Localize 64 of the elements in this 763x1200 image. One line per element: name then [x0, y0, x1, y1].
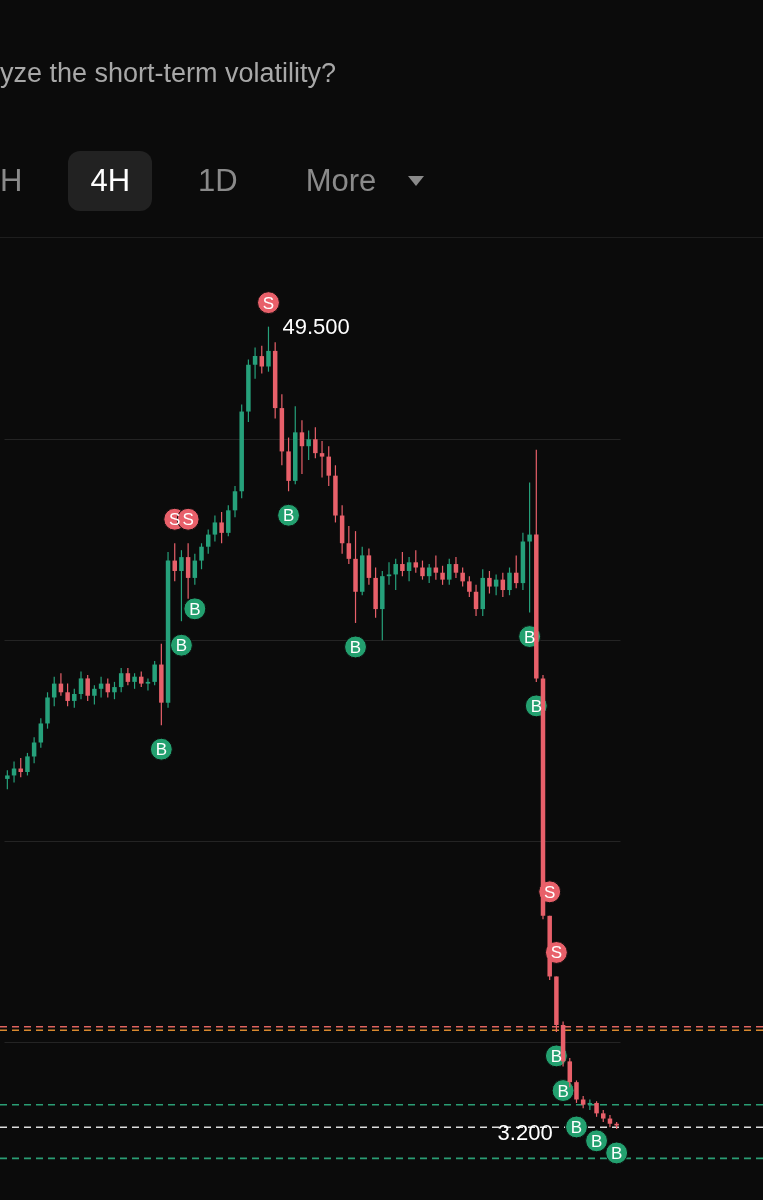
annotation: B: [189, 599, 201, 619]
candlestick: [252, 346, 258, 380]
candlestick: [212, 514, 218, 543]
candlestick: [78, 670, 84, 700]
annotation: B: [175, 636, 188, 656]
candlestick: [574, 1079, 579, 1104]
candlestick: [420, 559, 425, 581]
candlestick: [440, 565, 445, 586]
candlestick: [313, 426, 318, 459]
candlestick: [226, 504, 231, 537]
annotation: B: [349, 637, 362, 657]
candlestick: [152, 660, 157, 686]
text: 3.200: [497, 1119, 553, 1145]
candlestick: [299, 419, 305, 475]
text: 49.500: [282, 313, 350, 339]
candlestick: [493, 573, 499, 596]
candlestick: [326, 445, 331, 487]
candlestick: [199, 542, 204, 570]
candlestick: [18, 757, 23, 778]
candlestick: [319, 440, 325, 478]
candlestick: [92, 684, 97, 705]
annotation: B: [155, 740, 168, 760]
candlestick: [400, 551, 405, 577]
candlestick: [145, 677, 151, 692]
candlestick: [393, 558, 398, 591]
annotation: B: [282, 506, 295, 526]
candlestick: [306, 430, 311, 461]
candlestick: [38, 717, 44, 749]
candlestick: [65, 683, 70, 707]
candlestick: [366, 547, 372, 586]
candlestick: [266, 326, 271, 373]
candlestick: [453, 556, 459, 579]
annotation: B: [610, 1143, 623, 1163]
text: 1D: [197, 162, 239, 200]
annotation: S: [550, 943, 563, 963]
text: H: [0, 162, 24, 200]
candlestick: [507, 566, 512, 596]
annotation: S: [182, 510, 194, 530]
text: 4H: [68, 151, 153, 211]
candlestick: [460, 566, 465, 588]
candlestick: [25, 752, 30, 777]
candlestick: [346, 525, 352, 565]
candlestick: [406, 556, 412, 582]
candlestick: [85, 674, 90, 702]
candlestick: [172, 542, 177, 582]
candlestick: [527, 482, 532, 614]
annotation: B: [590, 1131, 603, 1151]
text: More: [304, 162, 378, 200]
candlestick: [118, 667, 124, 693]
candlestick: [219, 511, 224, 544]
candlestick: [5, 769, 10, 790]
candlestick: [487, 570, 492, 595]
annotation: S: [262, 293, 275, 313]
candlestick: [467, 575, 472, 598]
chart-title: yze the short-term volatility?: [0, 58, 337, 89]
candlestick: [386, 561, 392, 586]
annotation: B: [550, 1046, 563, 1066]
annotation: B: [557, 1081, 569, 1101]
candlestick: [413, 549, 419, 574]
candlestick: [72, 688, 77, 709]
annotation: B: [530, 696, 542, 716]
candlestick: [447, 558, 452, 586]
annotation: S: [544, 882, 556, 902]
annotation: B: [570, 1117, 583, 1137]
